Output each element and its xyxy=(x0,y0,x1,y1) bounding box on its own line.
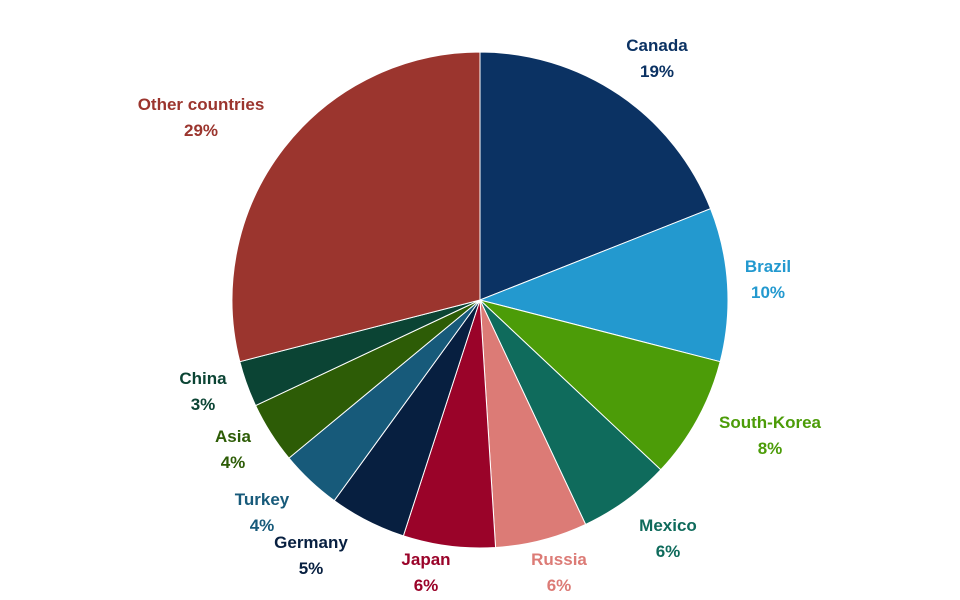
pie-slice-canada xyxy=(479,51,712,301)
slice-percent-label: 6% xyxy=(547,576,572,595)
slice-name-label: Germany xyxy=(274,533,348,552)
slice-name-label: China xyxy=(179,369,227,388)
slice-name-label: Asia xyxy=(215,427,251,446)
pie-labels: Canada 19% Brazil 10% South-Korea 8% Mexico 6% R… xyxy=(138,36,822,595)
slice-name-label: Mexico xyxy=(639,516,697,535)
slice-name-label: South-Korea xyxy=(719,413,822,432)
slice-name-label: Russia xyxy=(531,550,587,569)
slice-percent-label: 5% xyxy=(299,559,324,578)
slice-percent-label: 8% xyxy=(758,439,783,458)
slice-percent-label: 19% xyxy=(640,62,674,81)
slice-percent-label: 6% xyxy=(414,576,439,595)
pie-slice-brazil xyxy=(478,208,729,363)
slice-name-label: Other countries xyxy=(138,95,265,114)
slice-name-label: Brazil xyxy=(745,257,791,276)
slice-percent-label: 29% xyxy=(184,121,218,140)
slice-percent-label: 6% xyxy=(656,542,681,561)
pie-slices xyxy=(231,51,729,549)
slice-percent-label: 4% xyxy=(250,516,275,535)
pie-slice-south-korea xyxy=(479,299,721,471)
slice-percent-label: 10% xyxy=(751,283,785,302)
slice-percent-label: 3% xyxy=(191,395,216,414)
pie-slice-other-countries xyxy=(231,51,481,363)
slice-name-label: Canada xyxy=(626,36,688,55)
slice-percent-label: 4% xyxy=(221,453,246,472)
slice-name-label: Turkey xyxy=(235,490,290,509)
slice-name-label: Japan xyxy=(401,550,450,569)
